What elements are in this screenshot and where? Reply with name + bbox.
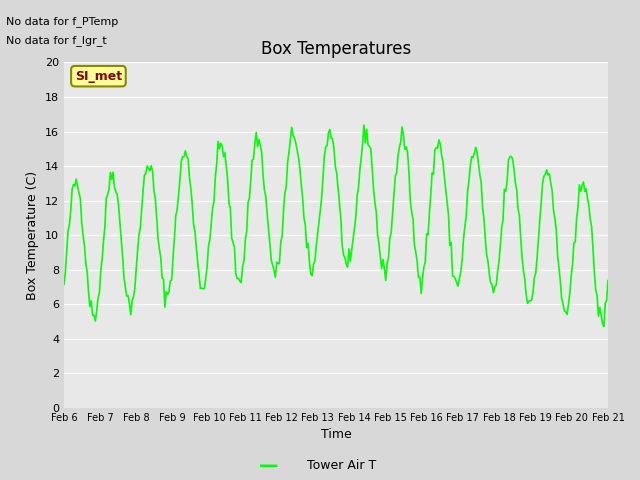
Text: —: — bbox=[259, 456, 278, 475]
Text: No data for f_lgr_t: No data for f_lgr_t bbox=[6, 35, 107, 46]
Text: Tower Air T: Tower Air T bbox=[307, 459, 376, 472]
Y-axis label: Box Temperature (C): Box Temperature (C) bbox=[26, 170, 40, 300]
Title: Box Temperatures: Box Temperatures bbox=[261, 40, 411, 58]
X-axis label: Time: Time bbox=[321, 429, 351, 442]
Text: No data for f_PTemp: No data for f_PTemp bbox=[6, 16, 118, 27]
Text: SI_met: SI_met bbox=[75, 70, 122, 83]
